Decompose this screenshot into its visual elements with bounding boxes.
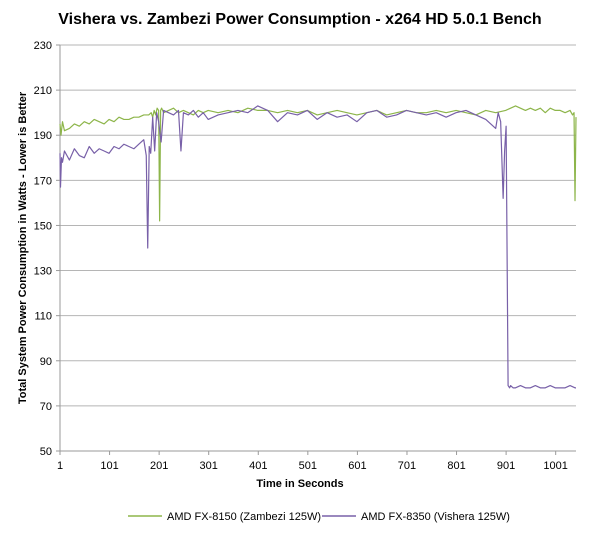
x-tick-label-501: 501	[299, 460, 317, 472]
legend: AMD FX-8150 (Zambezi 125W) AMD FX-8350 (…	[128, 511, 510, 523]
x-tick-label-901: 901	[497, 460, 515, 472]
y-tick-label-230: 230	[34, 40, 52, 52]
y-tick-label-70: 70	[40, 401, 52, 413]
y-tick-label-90: 90	[40, 356, 52, 368]
y-tick-label-210: 210	[34, 85, 52, 97]
y-tick-label-150: 150	[34, 220, 52, 232]
x-tick-label-601: 601	[348, 460, 366, 472]
y-axis-title: Total System Power Consumption in Watts …	[17, 91, 29, 404]
y-tick-label-170: 170	[34, 175, 52, 187]
x-axis-ticks: 1 101 201 301 401 501 601 701 801 901 1001	[57, 451, 568, 472]
chart-title: Vishera vs. Zambezi Power Consumption - …	[58, 11, 541, 28]
x-tick-label-201: 201	[150, 460, 168, 472]
x-tick-label-1: 1	[57, 460, 63, 472]
legend-label-zambezi: AMD FX-8150 (Zambezi 125W)	[167, 511, 321, 523]
y-tick-label-190: 190	[34, 130, 52, 142]
y-tick-label-110: 110	[34, 311, 52, 323]
series-lines	[59, 105, 577, 389]
gridlines	[60, 44, 576, 407]
x-axis-title: Time in Seconds	[256, 478, 343, 490]
series-line-0	[59, 105, 577, 222]
x-tick-label-301: 301	[200, 460, 218, 472]
legend-label-vishera: AMD FX-8350 (Vishera 125W)	[361, 511, 510, 523]
x-tick-label-401: 401	[249, 460, 267, 472]
x-tick-label-801: 801	[447, 460, 465, 472]
y-tick-label-130: 130	[34, 266, 52, 278]
y-tick-label-50: 50	[40, 446, 52, 458]
series-line-1	[59, 105, 576, 389]
x-tick-label-701: 701	[398, 460, 416, 472]
y-axis-ticks: 230 210 190 170 150 130 110 90 70 50	[34, 40, 60, 458]
x-tick-label-101: 101	[100, 460, 118, 472]
x-tick-label-1001: 1001	[543, 460, 567, 472]
